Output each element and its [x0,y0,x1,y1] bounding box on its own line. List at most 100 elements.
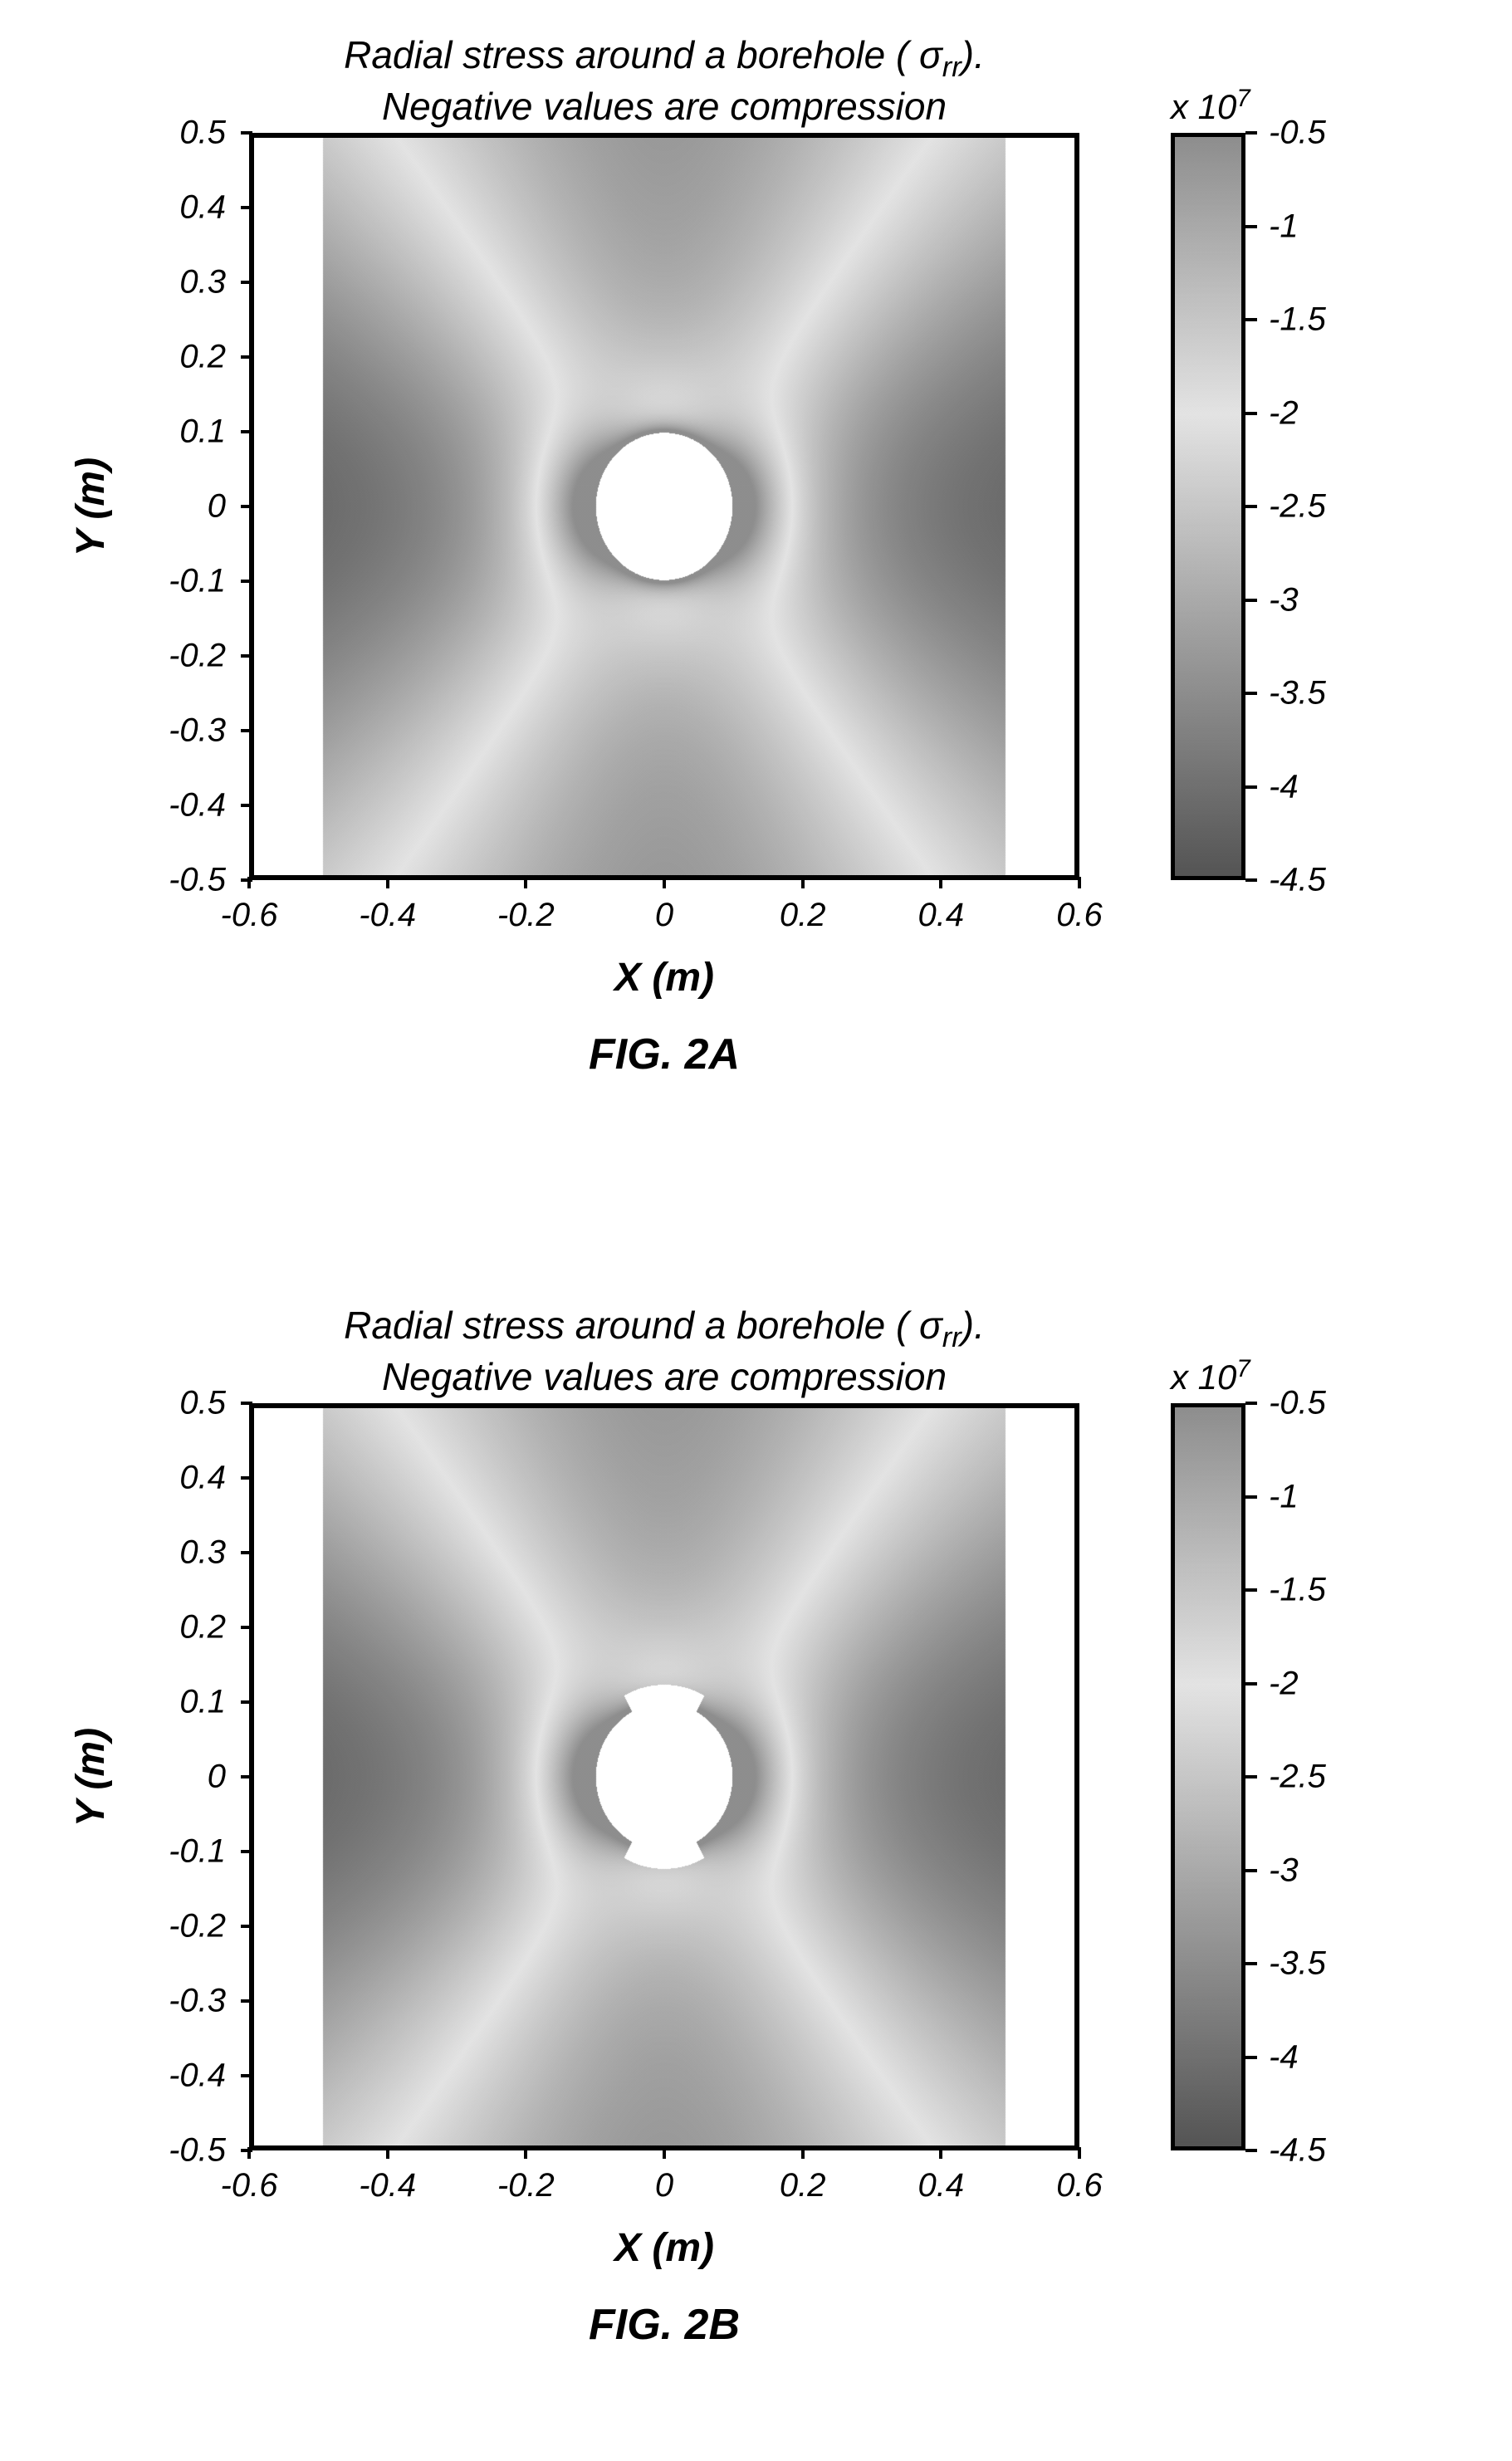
x-axis-ticks: -0.6-0.4-0.200.20.40.6 [249,888,1079,947]
x-tick-mark [386,877,389,888]
y-tick-label: -0.5 [169,2132,226,2170]
x-tick-label: -0.6 [221,897,278,934]
x-tick-mark [663,877,666,888]
heatmap-plot [249,133,1079,880]
y-axis-ticks: 0.50.40.30.20.10-0.1-0.2-0.3-0.4-0.5 [116,1403,241,2150]
colorbar-exponent: x 107 [1171,85,1250,127]
y-tick-label: 0.3 [179,1534,226,1572]
colorbar-tick-mark [1245,1775,1257,1778]
title-line1: Radial stress around a borehole ( σ [344,1304,942,1347]
x-axis-label: X (m) [249,955,1079,1001]
colorbar-tick-mark [1245,412,1257,415]
title-sigma-subscript: rr [942,1322,962,1353]
x-tick-mark [524,2147,527,2159]
y-tick-label: 0 [208,1759,226,1796]
y-tick-label: -0.4 [169,787,226,824]
colorbar-tick-label: -1.5 [1269,301,1326,339]
colorbar-exp-base: x 10 [1171,87,1236,126]
y-axis-ticks: 0.50.40.30.20.10-0.1-0.2-0.3-0.4-0.5 [116,133,241,880]
figure-caption: FIG. 2A [249,1030,1079,1079]
title-line2: Negative values are compression [382,85,947,128]
y-tick-label: 0.4 [179,189,226,227]
colorbar-tick-label: -3 [1269,1852,1299,1889]
figure-caption: FIG. 2B [249,2300,1079,2350]
colorbar-tick-label: -0.5 [1269,1385,1326,1422]
y-tick-label: -0.5 [169,862,226,899]
x-tick-label: -0.6 [221,2167,278,2204]
page: Radial stress around a borehole ( σrr). … [0,0,1512,2461]
x-tick-mark [1078,2147,1081,2159]
colorbar-tick-mark [1245,1682,1257,1686]
colorbar-tick-label: -2.5 [1269,1759,1326,1796]
figure-2a-panel: Radial stress around a borehole ( σrr). … [116,33,1396,1171]
y-tick-label: 0.2 [179,339,226,376]
title-line2: Negative values are compression [382,1355,947,1398]
y-axis-label-text: Y (m) [69,457,115,555]
x-tick-label: -0.4 [359,897,416,934]
y-tick-label: 0 [208,488,226,526]
colorbar-tick-mark [1245,131,1257,135]
x-tick-mark [939,877,942,888]
x-tick-label: -0.2 [497,897,555,934]
colorbar-tick-label: -3 [1269,581,1299,619]
colorbar-tick-mark [1245,1869,1257,1872]
x-tick-mark [801,877,805,888]
x-tick-mark [386,2147,389,2159]
y-tick-label: -0.2 [169,1908,226,1945]
y-tick-label: 0.5 [179,1385,226,1422]
colorbar-tick-label: -4 [1269,768,1299,805]
colorbar-canvas [1175,1407,1241,2146]
heatmap-canvas [254,1408,1074,2145]
colorbar-exp-base: x 10 [1171,1358,1236,1397]
colorbar [1171,133,1245,880]
x-tick-mark [524,877,527,888]
y-tick-label: 0.2 [179,1609,226,1646]
colorbar-tick-label: -0.5 [1269,115,1326,152]
colorbar-tick-mark [1245,599,1257,602]
colorbar-tick-label: -2 [1269,1665,1299,1702]
colorbar-tick-label: -4.5 [1269,2132,1326,2170]
colorbar-tick-label: -2.5 [1269,488,1326,526]
x-tick-mark [939,2147,942,2159]
x-tick-label: -0.2 [497,2167,555,2204]
title-line1-end: ). [962,33,985,76]
chart-title: Radial stress around a borehole ( σrr). … [249,1304,1079,1399]
colorbar-tick-mark [1245,2056,1257,2059]
colorbar-tick-mark [1245,1588,1257,1592]
colorbar-tick-mark [1245,692,1257,695]
x-tick-mark [1078,877,1081,888]
colorbar-exponent: x 107 [1171,1355,1250,1397]
x-tick-label: 0 [655,2167,673,2204]
x-axis-label: X (m) [249,2225,1079,2271]
y-tick-label: -0.3 [169,712,226,750]
y-axis-label: Y (m) [66,1403,116,2150]
x-tick-label: 0.6 [1056,2167,1103,2204]
colorbar-tick-mark [1245,318,1257,321]
colorbar [1171,1403,1245,2150]
x-tick-mark [247,2147,251,2159]
title-line1: Radial stress around a borehole ( σ [344,33,942,76]
colorbar-tick-mark [1245,1962,1257,1965]
x-tick-mark [801,2147,805,2159]
colorbar-tick-label: -4.5 [1269,862,1326,899]
x-tick-label: 0.2 [780,897,826,934]
colorbar-tick-label: -3.5 [1269,1945,1326,1983]
colorbar-tick-mark [1245,1402,1257,1405]
colorbar-tick-mark [1245,1495,1257,1499]
y-axis-label: Y (m) [66,133,116,880]
x-tick-label: 0.4 [918,2167,965,2204]
colorbar-canvas [1175,137,1241,876]
y-tick-label: 0.4 [179,1460,226,1497]
heatmap-canvas [254,138,1074,875]
colorbar-tick-mark [1245,785,1257,789]
x-axis-ticks: -0.6-0.4-0.200.20.40.6 [249,2159,1079,2217]
colorbar-tick-label: -1.5 [1269,1572,1326,1609]
colorbar-tick-label: -3.5 [1269,675,1326,712]
colorbar-tick-label: -1 [1269,208,1299,245]
x-tick-label: 0 [655,897,673,934]
colorbar-exp-sup: 7 [1236,1355,1250,1382]
y-tick-label: -0.1 [169,1833,226,1871]
x-tick-mark [663,2147,666,2159]
colorbar-tick-label: -1 [1269,1478,1299,1515]
figure-2b-panel: Radial stress around a borehole ( σrr). … [116,1304,1396,2441]
